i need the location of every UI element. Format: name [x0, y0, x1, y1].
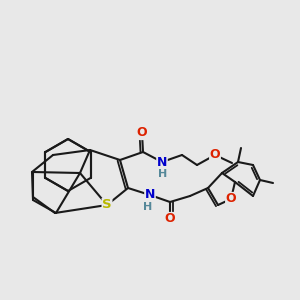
- Text: O: O: [137, 127, 147, 140]
- Text: O: O: [210, 148, 220, 161]
- Text: H: H: [158, 169, 168, 179]
- Text: H: H: [143, 202, 153, 212]
- Text: O: O: [165, 212, 175, 226]
- Text: N: N: [145, 188, 155, 202]
- Text: S: S: [102, 199, 112, 212]
- Text: N: N: [157, 155, 167, 169]
- Text: O: O: [226, 193, 236, 206]
